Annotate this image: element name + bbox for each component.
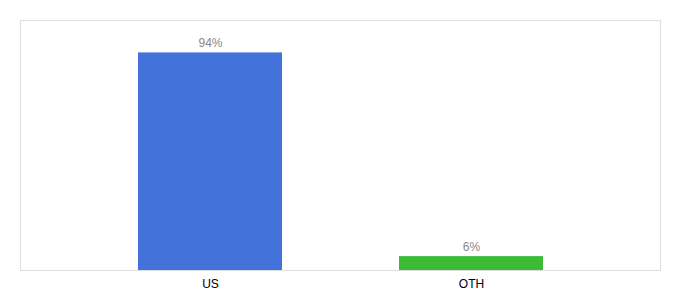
- svg-text:6%: 6%: [463, 240, 481, 254]
- svg-text:US: US: [202, 277, 219, 291]
- svg-text:OTH: OTH: [459, 277, 484, 291]
- svg-text:94%: 94%: [198, 36, 222, 50]
